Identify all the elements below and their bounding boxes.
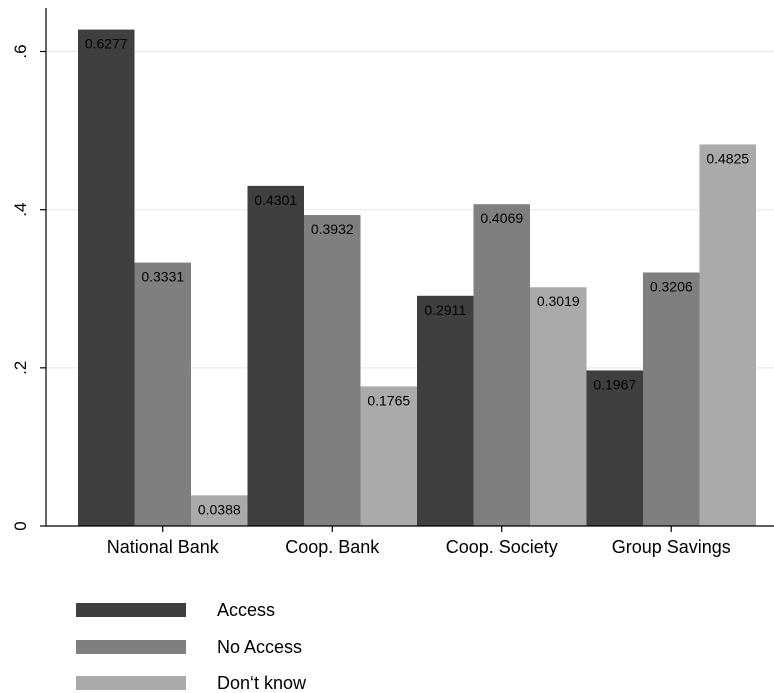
- data-label: 0.6277: [85, 36, 128, 52]
- y-tick-label: .4: [11, 203, 30, 217]
- bar-don-t-know-0: [191, 495, 248, 526]
- bar-don-t-know-2: [530, 287, 587, 526]
- legend-label: No Access: [217, 637, 302, 657]
- bar-no-access-3: [643, 272, 700, 526]
- data-label: 0.3206: [650, 278, 693, 294]
- x-tick-label: Coop. Bank: [285, 537, 380, 557]
- bar-access-1: [247, 185, 304, 526]
- data-label: 0.1967: [593, 376, 636, 392]
- bar-don-t-know-1: [360, 386, 417, 526]
- bar-access-3: [586, 370, 643, 526]
- data-label: 0.3932: [311, 221, 354, 237]
- bar-no-access-1: [304, 215, 361, 526]
- data-label: 0.3019: [537, 293, 580, 309]
- legend-swatch: [76, 640, 186, 654]
- axis-layer: 0 .2 .4 .6 National Bank Coop. Bank Coop. Soci…: [11, 8, 774, 557]
- legend-swatch: [76, 676, 186, 690]
- data-label: 0.4069: [480, 210, 523, 226]
- legend-label: Access: [217, 600, 275, 620]
- x-tick-label: National Bank: [107, 537, 220, 557]
- data-label: 0.2911: [424, 302, 466, 318]
- legend: Access No Access Don‘t know: [76, 600, 307, 693]
- data-label: 0.0388: [198, 501, 241, 517]
- x-tick-label: Group Savings: [612, 537, 731, 557]
- y-tick-label: 0: [11, 521, 30, 530]
- data-label: 0.4825: [706, 150, 749, 166]
- y-tick-label: .6: [11, 44, 30, 58]
- bar-access-0: [78, 29, 135, 526]
- legend-label: Don‘t know: [217, 673, 307, 693]
- data-label: 0.4301: [254, 192, 297, 208]
- bar-no-access-2: [473, 204, 530, 526]
- data-label: 0.1765: [367, 392, 410, 408]
- legend-swatch: [76, 603, 186, 617]
- y-tick-label: .2: [11, 361, 30, 375]
- data-label: 0.3331: [141, 269, 184, 285]
- bar-access-2: [417, 295, 474, 526]
- bar-no-access-0: [134, 262, 191, 526]
- x-tick-label: Coop. Society: [446, 537, 558, 557]
- bars-layer: 0.6277 0.3331 0.0388 0.4301 0.3932 0.1765 0.29…: [78, 29, 756, 526]
- bar-don-t-know-3: [699, 144, 756, 526]
